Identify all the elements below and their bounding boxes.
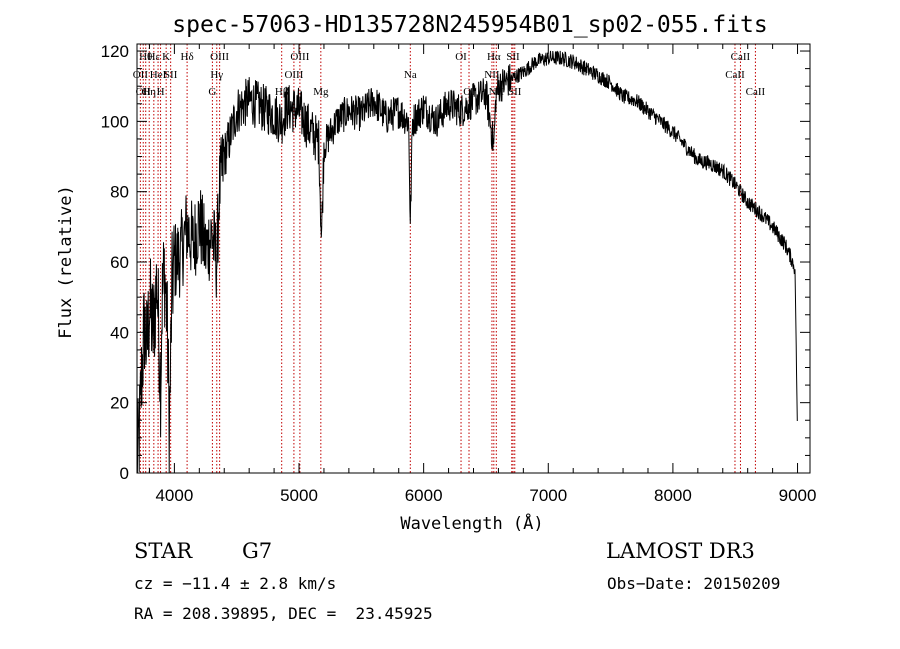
y-tick-label: 80 (110, 183, 129, 202)
y-tick-label: 20 (110, 394, 129, 413)
line-label: SII (506, 51, 520, 63)
chart-title: spec-57063-HD135728N245954B01_sp02-055.f… (172, 12, 767, 38)
line-label: OIII (284, 69, 303, 81)
line-label: Mg (313, 86, 329, 98)
line-label: Hε (148, 51, 161, 63)
survey-name: LAMOST DR3 (606, 539, 755, 563)
x-tick-label: 8000 (654, 486, 692, 505)
y-tick-label: 60 (110, 253, 129, 272)
y-tick-label: 120 (101, 42, 129, 61)
object-type: STAR (134, 539, 193, 563)
line-label: CaII (731, 51, 751, 63)
y-tick-label: 100 (101, 112, 129, 131)
obs-date: Obs−Date: 20150209 (607, 574, 781, 593)
line-label: K (162, 51, 170, 63)
line-label: Hδ (181, 51, 194, 63)
x-tick-label: 7000 (529, 486, 567, 505)
y-axis-label: Flux (relative) (56, 185, 76, 339)
line-label: OIII (290, 51, 309, 63)
y-axis-ticks: 0 20 40 60 80 100 120 (101, 42, 810, 483)
x-tick-label: 9000 (779, 486, 817, 505)
spectral-line-labels: OIIOIIHθHηHεHeIHKSIIHδGHγOIIIHβOIIIOIIIM… (133, 51, 766, 98)
line-label: NII (484, 69, 500, 81)
line-label: Hη (142, 86, 156, 98)
coordinates: RA = 208.39895, DEC = 23.45925 (134, 604, 433, 623)
line-label: Na (404, 69, 417, 81)
line-label: OII (133, 69, 149, 81)
x-tick-label: 5000 (280, 486, 318, 505)
line-label: SII (164, 69, 178, 81)
line-label: SII (508, 86, 522, 98)
x-axis-label: Wavelength (Å) (400, 512, 543, 534)
line-label: G (208, 86, 216, 98)
line-label: OI (455, 51, 467, 63)
spectrum-line (136, 50, 798, 474)
line-label: H (157, 86, 165, 98)
y-tick-label: 0 (120, 464, 129, 483)
line-label: Hθ (139, 51, 152, 63)
redshift-cz: cz = −11.4 ± 2.8 km/s (134, 574, 337, 593)
line-label: OII (136, 86, 152, 98)
line-label: HeI (150, 69, 167, 81)
line-label: CaII (725, 69, 745, 81)
x-tick-label: 4000 (155, 486, 193, 505)
spectral-subclass: G7 (242, 539, 273, 563)
x-axis-ticks: 4000 5000 6000 7000 8000 9000 (148, 44, 817, 505)
x-tick-label: 6000 (405, 486, 443, 505)
line-label: Hγ (210, 69, 223, 81)
line-label: CaII (746, 86, 766, 98)
line-label: Hα (487, 51, 501, 63)
y-tick-label: 40 (110, 323, 129, 342)
line-label: OIII (210, 51, 229, 63)
